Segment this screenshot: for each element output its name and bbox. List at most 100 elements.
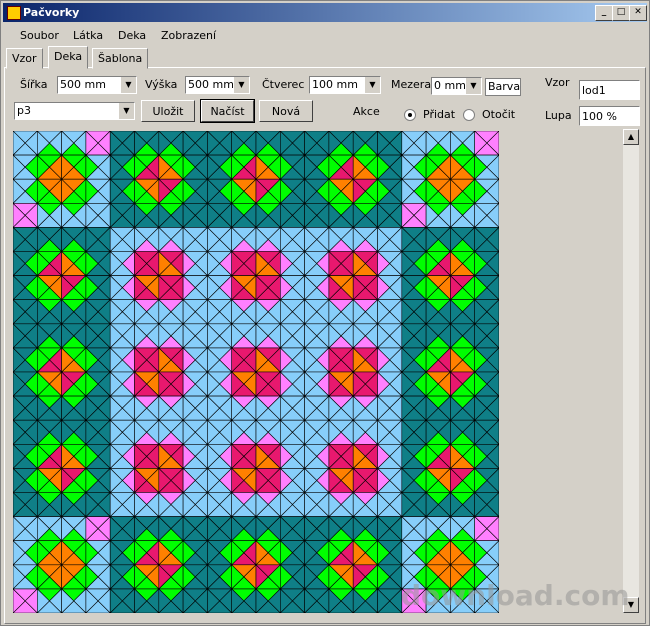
quilt-triangle[interactable]	[61, 131, 75, 156]
quilt-triangle[interactable]	[425, 588, 439, 613]
quilt-triangle[interactable]	[61, 202, 75, 229]
quilt-triangle[interactable]	[36, 154, 50, 180]
quilt-triangle[interactable]	[304, 131, 318, 156]
quilt-triangle[interactable]	[377, 347, 391, 373]
quilt-triangle[interactable]	[13, 443, 26, 469]
quilt-triangle[interactable]	[328, 515, 342, 542]
quilt-triangle[interactable]	[207, 178, 220, 205]
quilt-triangle[interactable]	[182, 419, 196, 446]
quilt-triangle[interactable]	[328, 588, 342, 613]
menu-item[interactable]: Látka	[73, 29, 104, 42]
quilt-triangle[interactable]	[207, 226, 220, 253]
quilt-triangle[interactable]	[182, 467, 196, 494]
quilt-triangle[interactable]	[255, 443, 269, 470]
quilt-triangle[interactable]	[352, 131, 366, 156]
quilt-triangle[interactable]	[377, 154, 391, 180]
color-button[interactable]: Barva	[485, 78, 521, 96]
quilt-triangle[interactable]	[61, 298, 75, 325]
quilt-triangle[interactable]	[207, 588, 220, 613]
quilt-triangle[interactable]	[352, 323, 366, 349]
tab-active[interactable]: Deka	[48, 46, 89, 69]
quilt-triangle[interactable]	[207, 564, 220, 590]
quilt-triangle[interactable]	[36, 515, 50, 542]
quilt-triangle[interactable]	[231, 202, 245, 229]
quilt-triangle[interactable]	[231, 347, 245, 373]
quilt-triangle[interactable]	[36, 395, 50, 421]
quilt-triangle[interactable]	[134, 515, 148, 542]
quilt-triangle[interactable]	[134, 419, 148, 446]
quilt-triangle[interactable]	[13, 299, 26, 325]
quilt-triangle[interactable]	[158, 588, 172, 613]
quilt-triangle[interactable]	[328, 202, 342, 229]
quilt-triangle[interactable]	[61, 491, 75, 518]
combo[interactable]: 0 mm ▼	[431, 77, 482, 95]
quilt-triangle[interactable]	[377, 419, 391, 446]
quilt-triangle[interactable]	[231, 491, 245, 518]
quilt-triangle[interactable]	[377, 564, 391, 590]
button[interactable]: Nová	[259, 100, 313, 122]
quilt-triangle[interactable]	[304, 564, 318, 590]
quilt-triangle[interactable]	[401, 467, 415, 494]
quilt-triangle[interactable]	[61, 154, 75, 180]
quilt-triangle[interactable]	[61, 371, 75, 397]
quilt-triangle[interactable]	[328, 539, 342, 566]
quilt-triangle[interactable]	[207, 323, 220, 349]
quilt-triangle[interactable]	[109, 250, 123, 277]
quilt-triangle[interactable]	[474, 491, 488, 518]
quilt-triangle[interactable]	[474, 395, 488, 421]
quilt-triangle[interactable]	[425, 564, 439, 590]
quilt-triangle[interactable]	[450, 178, 463, 205]
quilt-triangle[interactable]	[450, 467, 463, 494]
quilt-triangle[interactable]	[85, 131, 99, 156]
quilt-triangle[interactable]	[450, 226, 463, 253]
quilt-triangle[interactable]	[36, 588, 50, 613]
quilt-triangle[interactable]	[304, 202, 318, 229]
quilt-triangle[interactable]	[450, 274, 463, 301]
quilt-triangle[interactable]	[474, 515, 488, 542]
quilt-triangle[interactable]	[61, 588, 75, 613]
quilt-triangle[interactable]	[425, 491, 439, 518]
quilt-triangle[interactable]	[231, 323, 245, 349]
quilt-triangle[interactable]	[450, 131, 463, 156]
quilt-triangle[interactable]	[279, 564, 293, 590]
quilt-triangle[interactable]	[279, 274, 293, 301]
quilt-triangle[interactable]	[352, 250, 366, 277]
quilt-triangle[interactable]	[401, 443, 415, 470]
quilt-triangle[interactable]	[279, 298, 293, 325]
quilt-triangle[interactable]	[61, 539, 75, 566]
quilt-triangle[interactable]	[401, 564, 415, 590]
quilt-triangle[interactable]	[352, 226, 366, 253]
quilt-triangle[interactable]	[182, 347, 196, 373]
quilt-triangle[interactable]	[13, 226, 26, 252]
quilt-triangle[interactable]	[231, 178, 245, 205]
quilt-triangle[interactable]	[36, 539, 50, 566]
quilt-triangle[interactable]	[279, 250, 293, 277]
quilt-triangle[interactable]	[231, 298, 245, 325]
quilt-triangle[interactable]	[231, 443, 245, 470]
quilt-triangle[interactable]	[85, 226, 99, 253]
quilt-triangle[interactable]	[255, 178, 269, 205]
quilt-triangle[interactable]	[279, 371, 293, 397]
quilt-triangle[interactable]	[134, 202, 148, 229]
quilt-triangle[interactable]	[13, 275, 26, 301]
quilt-triangle[interactable]	[85, 588, 99, 613]
quilt-triangle[interactable]	[304, 371, 318, 397]
quilt-triangle[interactable]	[61, 515, 75, 542]
quilt-triangle[interactable]	[474, 154, 488, 180]
quilt-triangle[interactable]	[158, 395, 172, 421]
quilt-triangle[interactable]	[401, 178, 415, 205]
quilt-triangle[interactable]	[255, 395, 269, 421]
quilt-triangle[interactable]	[231, 154, 245, 180]
quilt-triangle[interactable]	[85, 154, 99, 180]
quilt-triangle[interactable]	[36, 226, 50, 253]
quilt-triangle[interactable]	[109, 371, 123, 397]
tab[interactable]: Vzor	[6, 48, 43, 69]
quilt-triangle[interactable]	[61, 419, 75, 446]
quilt-triangle[interactable]	[474, 443, 488, 470]
combo[interactable]: 100 mm ▼	[309, 76, 381, 94]
quilt-triangle[interactable]	[85, 419, 99, 446]
quilt-triangle[interactable]	[450, 539, 463, 566]
quilt-triangle[interactable]	[425, 395, 439, 421]
quilt-triangle[interactable]	[328, 178, 342, 205]
quilt-triangle[interactable]	[328, 250, 342, 277]
